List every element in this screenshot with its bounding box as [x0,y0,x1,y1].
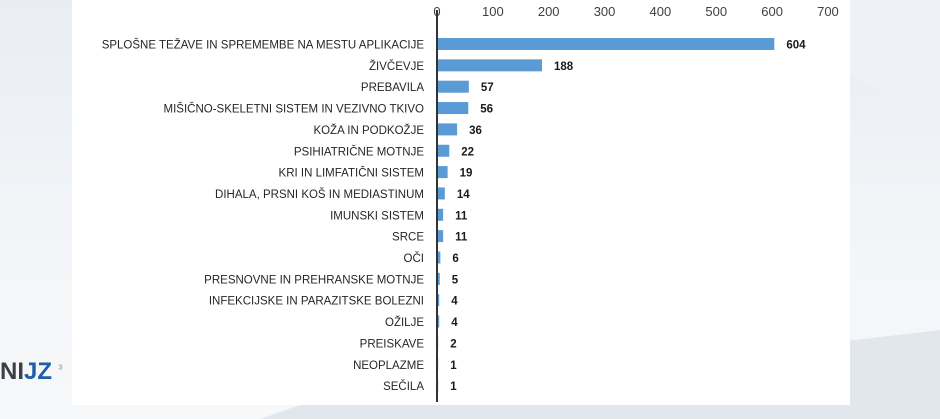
category-label: KRI IN LIMFATIČNI SISTEM [279,167,424,180]
data-label: 4 [451,317,458,329]
category-label: PRESNOVNE IN PREHRANSKE MOTNJE [204,274,424,286]
data-label: 22 [461,146,474,158]
data-label: 11 [455,232,468,244]
chart-panel: 0100200300400500600700SPLOŠNE TEŽAVE IN … [72,0,850,405]
nijz-logo: NIJZ ³ [0,358,63,392]
category-label: OŽILJE [385,316,424,329]
data-label: 11 [455,210,468,222]
bar [437,59,542,72]
data-label: 188 [554,61,574,73]
bar [437,102,469,115]
bar [437,187,445,200]
category-label: INFEKCIJSKE IN PARAZITSKE BOLEZNI [209,296,424,308]
bar-chart: 0100200300400500600700SPLOŠNE TEŽAVE IN … [102,4,839,402]
x-tick-label: 700 [817,4,839,19]
category-label: IMUNSKI SISTEM [330,210,424,222]
data-label: 604 [786,40,806,52]
bar [437,251,441,264]
data-label: 1 [450,360,457,372]
logo-text-part2: JZ [24,358,53,385]
x-tick-label: 100 [482,4,504,19]
bar [437,80,469,93]
bar [437,144,450,157]
bar [437,315,440,328]
category-label: KOŽA IN PODKOŽJE [313,124,424,137]
category-label: NEOPLAZME [353,360,424,372]
data-label: 2 [450,338,456,350]
category-label: PSIHIATRIČNE MOTNJE [294,145,424,158]
category-label: SRCE [392,232,424,244]
bar [437,230,444,243]
data-label: 19 [460,168,473,180]
logo-text-part3: ³ [58,361,63,377]
x-tick-label: 500 [705,4,727,19]
bar [437,38,775,50]
data-label: 57 [481,82,494,94]
category-label: DIHALA, PRSNI KOŠ IN MEDIASTINUM [215,188,424,201]
data-label: 5 [452,274,459,286]
category-label: PREBAVILA [361,82,424,94]
bar [437,123,458,136]
logo-text-part1: NI [0,358,24,385]
bar [437,272,440,285]
category-label: ŽIVČEVJE [369,60,424,73]
data-label: 36 [469,125,482,137]
bar [437,294,440,307]
data-label: 56 [480,104,493,116]
data-label: 4 [451,296,458,308]
x-tick-label: 400 [650,4,672,19]
category-label: PREISKAVE [360,338,425,350]
data-label: 6 [452,253,458,265]
category-label: SPLOŠNE TEŽAVE IN SPREMEMBE NA MESTU APL… [102,39,425,52]
bar [437,208,444,221]
x-tick-label: 300 [594,4,616,19]
data-label: 14 [457,189,470,201]
x-tick-label: 600 [761,4,783,19]
category-label: MIŠIČNO-SKELETNI SISTEM IN VEZIVNO TKIVO [164,103,425,116]
data-label: 1 [450,381,457,393]
category-label: SEČILA [383,380,424,393]
category-label: OČI [404,252,424,265]
bar [437,166,448,179]
x-tick-label: 200 [538,4,560,19]
